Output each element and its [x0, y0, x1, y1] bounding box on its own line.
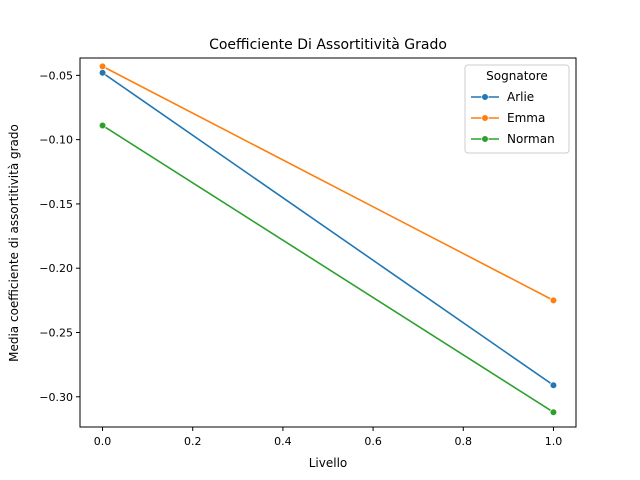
series-line-emma — [102, 65, 554, 302]
y-tick-label: −0.05 — [39, 69, 73, 82]
legend-box — [464, 64, 570, 154]
series-line-arlie — [102, 72, 554, 386]
data-point-emma — [549, 296, 558, 304]
x-tick-label: 0.6 — [364, 435, 382, 448]
legend-title: Sognatore — [486, 69, 548, 83]
x-tick-label: 0.0 — [94, 435, 112, 448]
legend-label-emma: Emma — [507, 111, 545, 125]
y-tick-label: −0.15 — [39, 198, 73, 211]
y-tick-label: −0.20 — [39, 262, 73, 275]
x-tick-label: 0.2 — [184, 435, 202, 448]
x-tick-label: 0.4 — [274, 435, 292, 448]
chart-title: Coefficiente Di Assortitività Grado — [209, 37, 447, 53]
legend: Sognatore Arlie Emma Norman — [464, 64, 570, 154]
legend-label-arlie: Arlie — [507, 90, 534, 104]
data-point-arlie — [549, 381, 558, 389]
data-point-arlie — [98, 69, 107, 77]
data-point-norman — [98, 121, 107, 130]
plot-area: 0.0 0.2 0.4 0.6 0.8 1.0 −0.05 −0.10 −0.15 −0.20 −0… — [39, 57, 577, 448]
x-tick-label: 1.0 — [545, 435, 563, 448]
y-axis-label: Media coefficiente di assortitività grad… — [7, 124, 21, 362]
legend-marker-arlie — [481, 93, 489, 101]
legend-marker-emma — [481, 114, 489, 122]
y-tick-label: −0.30 — [39, 391, 73, 404]
data-point-norman — [549, 408, 558, 416]
data-point-emma — [98, 62, 107, 70]
legend-label-norman: Norman — [507, 132, 555, 146]
legend-marker-norman — [481, 135, 489, 143]
x-tick-label: 0.8 — [455, 435, 473, 448]
series-line-norman — [102, 124, 554, 413]
y-tick-label: −0.25 — [39, 327, 73, 340]
x-axis-label: Livello — [309, 456, 348, 470]
y-tick-label: −0.10 — [39, 134, 73, 147]
axes-frame — [79, 57, 577, 428]
